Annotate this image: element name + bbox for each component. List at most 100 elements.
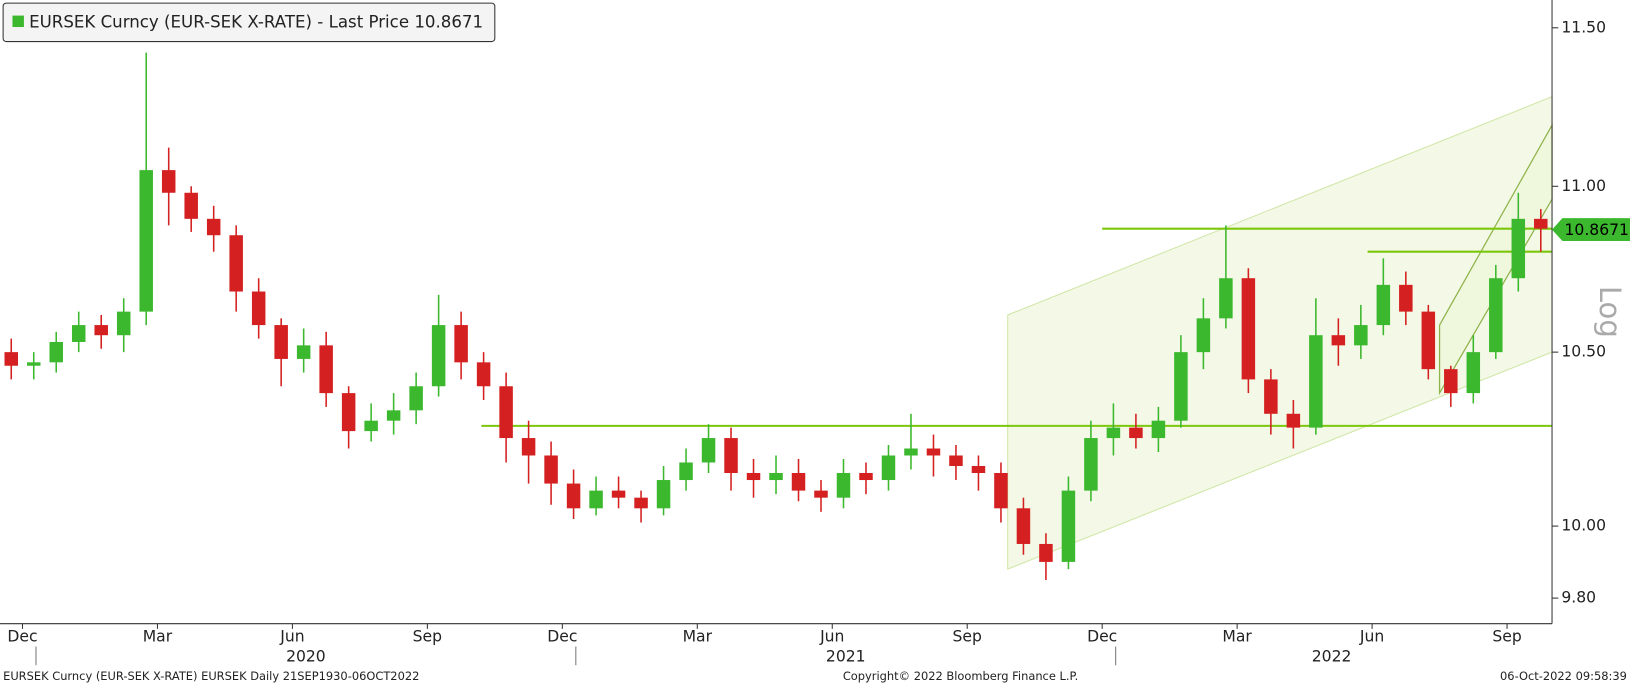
- candle-body: [364, 420, 378, 432]
- candle-body: [1534, 218, 1548, 229]
- candle-body: [656, 480, 671, 509]
- candle-body: [1466, 352, 1481, 394]
- candle-body: [251, 291, 266, 326]
- candle-body: [679, 462, 693, 481]
- footer-right: 06-Oct-2022 09:58:39: [1500, 669, 1627, 683]
- candle-body: [1309, 335, 1323, 428]
- candle-body: [701, 438, 716, 463]
- candle-body: [274, 325, 288, 359]
- candle-body: [1196, 318, 1211, 353]
- candle-body: [1264, 379, 1278, 414]
- candle-body: [1039, 543, 1053, 562]
- candle-body: [499, 386, 513, 439]
- x-tick-label: Dec: [547, 628, 577, 646]
- candle-body: [1286, 413, 1301, 428]
- candle-body: [566, 483, 581, 509]
- candle-body: [1511, 218, 1526, 279]
- candle-body: [926, 448, 941, 456]
- legend-title: EURSEK Curncy (EUR-SEK X-RATE) - Last Pr…: [29, 12, 483, 31]
- candle-body: [49, 341, 63, 363]
- x-tick-label: Mar: [1222, 628, 1252, 646]
- candle-body: [746, 473, 761, 481]
- candles: [4, 52, 1548, 580]
- candle-body: [814, 490, 828, 498]
- candle-body: [521, 438, 536, 456]
- candle-body: [229, 235, 243, 292]
- candle-body: [971, 465, 986, 474]
- candle-body: [296, 345, 311, 359]
- y-tick-label: 11.00: [1561, 177, 1606, 195]
- footer-left: EURSEK Curncy (EUR-SEK X-RATE) EURSEK Da…: [3, 669, 419, 683]
- candle-body: [139, 170, 153, 312]
- candle-body: [409, 386, 423, 411]
- last-price-tag: [1552, 218, 1630, 242]
- candle-body: [1084, 438, 1098, 491]
- candle-body: [1331, 335, 1346, 346]
- x-tick-label: Jun: [279, 628, 304, 646]
- candle-body: [386, 410, 401, 421]
- candle-body: [1151, 420, 1166, 439]
- candle-body: [341, 393, 356, 432]
- year-label: 2022: [1312, 647, 1352, 665]
- legend-swatch: [12, 15, 24, 28]
- candle-body: [26, 362, 41, 366]
- candle-body: [1219, 278, 1233, 319]
- candle-body: [859, 473, 873, 481]
- candle-body: [161, 170, 176, 193]
- footer-center: Copyright© 2022 Bloomberg Finance L.P.: [843, 669, 1078, 683]
- candle-body: [544, 455, 558, 484]
- candle-body: [1354, 325, 1368, 346]
- year-label: 2020: [286, 647, 326, 665]
- candle-body: [1421, 311, 1436, 370]
- candle-body: [1376, 284, 1391, 326]
- x-tick-label: Jun: [819, 628, 844, 646]
- candle-body: [1016, 508, 1031, 544]
- candle-body: [949, 455, 963, 466]
- candle-body: [1106, 427, 1121, 439]
- y-tick-label: 11.50: [1561, 18, 1606, 36]
- candle-body: [634, 497, 648, 509]
- candle-body: [836, 473, 851, 498]
- candle-body: [94, 325, 108, 336]
- x-tick-label: Jun: [1359, 628, 1384, 646]
- candle-body: [1444, 369, 1458, 394]
- candle-body: [206, 218, 221, 236]
- year-label: 2021: [826, 647, 866, 665]
- candle-body: [319, 345, 333, 394]
- candle-body: [431, 325, 446, 387]
- candle-body: [1061, 490, 1076, 562]
- x-tick-label: Sep: [1492, 628, 1521, 646]
- candle-body: [881, 455, 896, 481]
- candle-body: [454, 325, 468, 363]
- candle-body: [1241, 278, 1256, 380]
- legend: EURSEK Curncy (EUR-SEK X-RATE) - Last Pr…: [2, 2, 496, 43]
- candle-body: [994, 473, 1008, 509]
- candle-body: [116, 311, 131, 336]
- candle-body: [791, 473, 806, 491]
- y-tick-label: 10.50: [1561, 343, 1606, 361]
- candle-body: [1174, 352, 1188, 421]
- candle-body: [904, 448, 918, 456]
- candle-body: [611, 490, 626, 498]
- candle-body: [589, 490, 603, 509]
- last-price-label: 10.8671: [1565, 221, 1629, 239]
- candle-body: [1399, 284, 1413, 312]
- candle-body: [71, 325, 86, 342]
- candle-body: [1489, 278, 1503, 353]
- y-tick-label: 10.00: [1561, 517, 1606, 535]
- candle-body: [769, 473, 783, 481]
- legend-box: [2, 2, 496, 43]
- y-tick-label: 9.80: [1561, 589, 1596, 607]
- x-tick-label: Mar: [143, 628, 173, 646]
- x-tick-label: Sep: [413, 628, 442, 646]
- x-tick-label: Mar: [683, 628, 713, 646]
- x-tick-label: Sep: [953, 628, 982, 646]
- candle-body: [476, 362, 491, 387]
- candle-body: [4, 352, 18, 366]
- scale-label: Log: [1593, 286, 1627, 338]
- candle-body: [1129, 427, 1143, 439]
- x-tick-label: Dec: [7, 628, 37, 646]
- x-tick-label: Dec: [1087, 628, 1117, 646]
